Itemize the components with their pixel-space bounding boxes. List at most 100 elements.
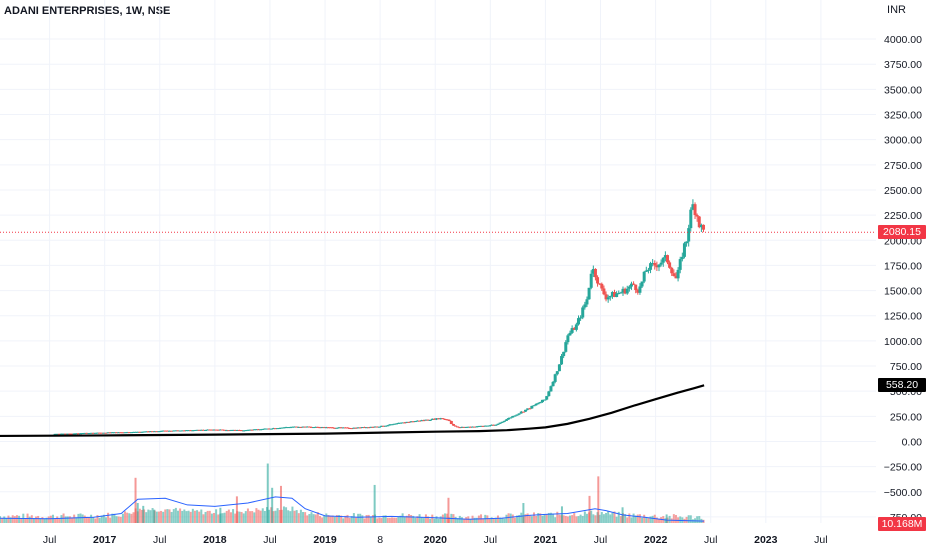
volume-bar xyxy=(126,512,129,523)
candle-body xyxy=(267,428,271,430)
volume-bar xyxy=(92,517,95,523)
volume-bar xyxy=(494,517,497,523)
candle-body xyxy=(621,288,625,293)
volume-bar xyxy=(619,516,622,523)
volume-bar xyxy=(441,514,444,523)
volume-bar xyxy=(94,518,97,523)
symbol-name[interactable]: ADANI ENTERPRISES xyxy=(4,5,120,17)
volume-bar xyxy=(594,515,597,523)
volume-bar xyxy=(348,517,351,523)
candle-body xyxy=(206,429,210,431)
volume-bar xyxy=(60,515,63,523)
volume-bar xyxy=(458,515,461,523)
volume-bar xyxy=(571,515,574,523)
volume-bar xyxy=(255,508,258,523)
y-tick-label: 1750.00 xyxy=(884,260,922,272)
candle-body xyxy=(570,328,574,333)
candle-body xyxy=(536,403,540,405)
volume-bar xyxy=(327,515,330,523)
volume-bar xyxy=(660,517,663,523)
candle-body xyxy=(574,324,578,330)
volume-bar xyxy=(418,514,421,523)
candle-body xyxy=(324,427,328,429)
candle-body xyxy=(377,426,381,428)
candle-body xyxy=(498,422,502,424)
candle-body xyxy=(257,429,261,431)
candle-body xyxy=(632,283,636,285)
volume-bar xyxy=(81,514,84,523)
candle-body xyxy=(670,267,674,274)
candle-body xyxy=(225,430,229,432)
volume-bar xyxy=(240,511,243,523)
volume-spike xyxy=(153,509,156,523)
volume-bar xyxy=(41,517,44,523)
volume-bar xyxy=(318,516,321,523)
volume-bar xyxy=(463,518,466,523)
volume-bar xyxy=(147,509,150,523)
volume-bar xyxy=(354,517,357,523)
volume-bar xyxy=(189,511,192,523)
volume-bar xyxy=(249,511,252,523)
volume-bar xyxy=(104,517,107,523)
candle-body xyxy=(79,433,83,435)
candle-body xyxy=(619,292,623,294)
volume-bar xyxy=(490,517,493,523)
y-tick-label: −250.00 xyxy=(884,462,922,474)
candle-body xyxy=(108,432,112,434)
volume-bar xyxy=(200,509,203,523)
candle-body xyxy=(420,420,424,422)
candle-body xyxy=(593,268,597,278)
volume-bar xyxy=(689,515,692,523)
candle-body xyxy=(435,418,439,420)
candle-body xyxy=(163,430,167,432)
candle-body xyxy=(343,427,347,429)
volume-bar xyxy=(261,508,264,523)
candle-body xyxy=(278,427,282,429)
volume-bar xyxy=(386,517,389,523)
candle-body xyxy=(91,432,95,434)
candle-body xyxy=(178,430,182,432)
volume-bar xyxy=(581,515,584,523)
candle-body xyxy=(93,432,97,434)
volume-bar xyxy=(365,515,368,523)
volume-bar xyxy=(113,513,116,523)
candle-body xyxy=(189,430,193,432)
candle-body xyxy=(168,430,172,432)
interval[interactable]: 1W xyxy=(125,5,142,17)
candle-body xyxy=(653,263,657,266)
volume-bar xyxy=(304,512,307,523)
volume-spike xyxy=(136,503,139,523)
volume-bar xyxy=(73,514,76,523)
candle-body xyxy=(191,430,195,432)
volume-spike xyxy=(522,503,525,523)
volume-bar xyxy=(181,510,184,523)
candle-body xyxy=(136,431,140,433)
candle-body xyxy=(240,430,244,432)
candle-body xyxy=(668,262,672,268)
candle-body xyxy=(159,430,163,432)
candle-body xyxy=(280,427,284,429)
volume-bar xyxy=(58,518,61,523)
candle-body xyxy=(146,431,150,433)
candle-body xyxy=(74,433,78,435)
candle-body xyxy=(638,286,642,293)
candle-body xyxy=(627,286,631,289)
candle-body xyxy=(418,420,422,422)
candle-body xyxy=(140,431,144,433)
candle-body xyxy=(526,408,530,410)
candle-body xyxy=(106,432,110,434)
volume-bar xyxy=(246,508,249,523)
volume-bar xyxy=(615,516,618,523)
candle-body xyxy=(388,424,392,426)
volume-bar xyxy=(333,516,336,523)
candle-body xyxy=(229,429,233,431)
volume-bar xyxy=(590,510,593,523)
candle-body xyxy=(509,417,513,419)
candle-body xyxy=(384,425,388,427)
volume-bar xyxy=(456,518,459,523)
volume-bar xyxy=(488,518,491,523)
candle-body xyxy=(511,415,515,418)
volume-bar xyxy=(331,515,334,523)
candle-body xyxy=(360,427,364,429)
